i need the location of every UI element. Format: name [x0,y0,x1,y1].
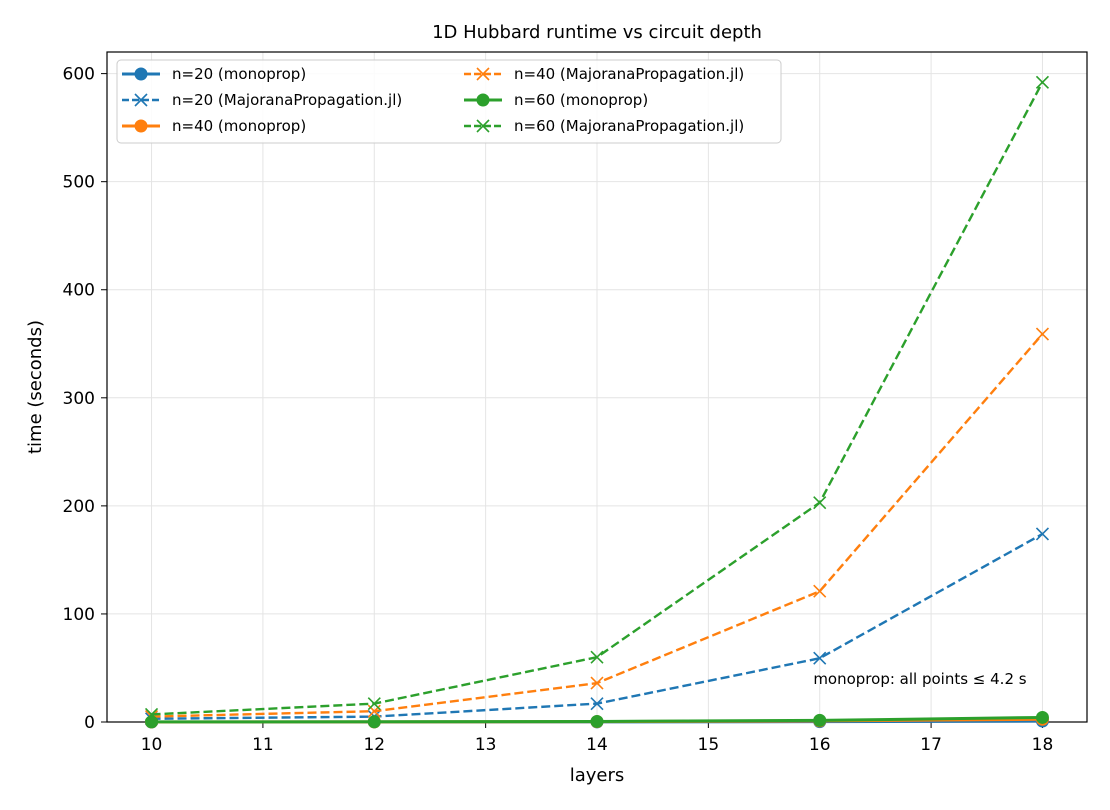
data-point [590,714,604,728]
series-layer [144,75,1050,729]
y-tick-label: 100 [63,605,95,625]
data-point [590,650,604,664]
chart-title: 1D Hubbard runtime vs circuit depth [432,22,762,43]
legend-label: n=20 (monoprop) [172,65,306,83]
legend-entry: n=60 (monoprop) [464,91,648,109]
legend-marker [476,119,490,133]
data-point [590,697,604,711]
x-tick-label: 12 [363,735,385,755]
data-point [367,697,381,711]
data-point [1035,527,1050,541]
legend-entry: n=40 (MajoranaPropagation.jl) [464,65,744,83]
legend-marker [134,119,148,133]
legend-label: n=40 (MajoranaPropagation.jl) [514,65,744,83]
legend-entry: n=20 (monoprop) [122,65,306,83]
x-tick-label: 13 [475,735,497,755]
legend-label: n=60 (MajoranaPropagation.jl) [514,117,744,135]
data-point [590,676,604,690]
data-point [813,584,827,598]
x-tick-label: 11 [252,735,274,755]
grid-lines [107,52,1087,723]
y-tick-label: 400 [63,281,95,301]
data-point [1035,75,1050,89]
legend-marker [476,93,490,107]
legend-entry: n=40 (monoprop) [122,117,306,135]
legend-label: n=20 (MajoranaPropagation.jl) [172,91,402,109]
x-axis-label: layers [570,765,625,786]
data-point [1035,327,1050,341]
legend-marker [476,67,490,81]
y-axis-ticks: 0 100 200 300 400 500 600 [63,65,107,733]
data-point [813,713,827,727]
x-tick-label: 14 [586,735,608,755]
x-tick-label: 10 [141,735,163,755]
data-point [1035,710,1049,724]
data-point [145,715,159,729]
data-point [367,715,381,729]
data-point [813,496,827,510]
y-tick-label: 600 [63,65,95,85]
data-point [813,651,827,665]
legend-entry: n=60 (MajoranaPropagation.jl) [464,117,744,135]
data-point [144,707,159,722]
annotation: monoprop: all points ≤ 4.2 s [813,670,1026,688]
legend: n=20 (monoprop) n=20 (MajoranaPropagation… [116,59,782,144]
x-tick-label: 17 [920,735,942,755]
x-tick-label: 15 [698,735,720,755]
y-tick-label: 300 [63,389,95,409]
legend-marker [134,67,148,81]
x-tick-label: 18 [1032,735,1054,755]
legend-marker [134,93,148,107]
legend-box [116,59,782,144]
legend-label: n=60 (monoprop) [514,91,648,109]
legend-entry: n=20 (MajoranaPropagation.jl) [122,91,402,109]
y-tick-label: 200 [63,497,95,517]
legend-label: n=40 (monoprop) [172,117,306,135]
y-axis-label: time (seconds) [25,320,46,454]
y-tick-label: 0 [84,713,95,733]
y-tick-label: 500 [63,173,95,193]
x-tick-label: 16 [809,735,831,755]
